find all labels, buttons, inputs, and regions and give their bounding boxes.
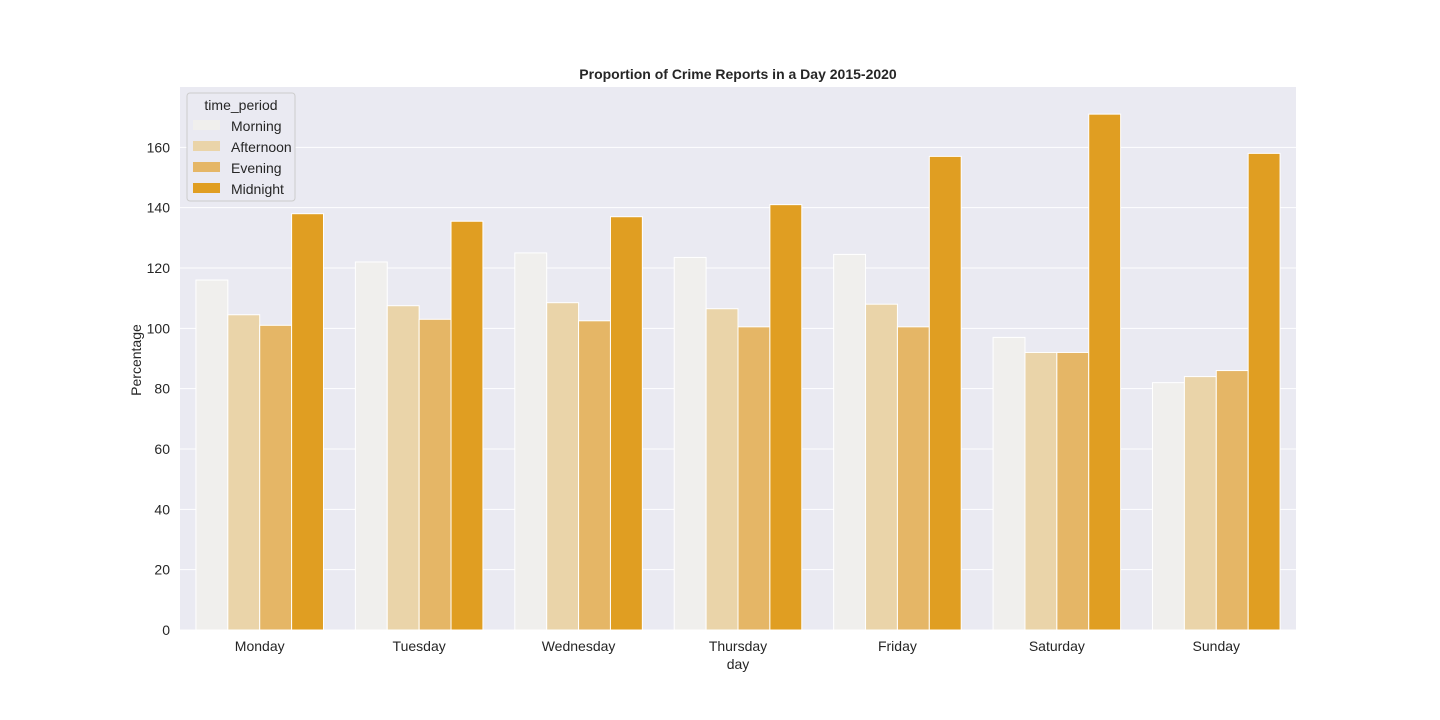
legend-label-afternoon: Afternoon xyxy=(231,139,292,155)
y-tick-label: 60 xyxy=(154,441,170,457)
bar-midnight-friday xyxy=(928,155,962,631)
x-tick-labels: Monday Tuesday Wednesday Thursday Friday Satu… xyxy=(235,638,1240,654)
y-tick-label: 80 xyxy=(154,381,170,397)
bar-morning-friday xyxy=(833,253,867,631)
bars xyxy=(195,113,1281,631)
bar-morning-sunday xyxy=(1152,382,1185,631)
y-tick-label: 40 xyxy=(154,501,170,517)
x-tick-label: Wednesday xyxy=(542,638,616,654)
bar-afternoon-wednesday xyxy=(546,302,580,631)
bar-midnight-tuesday xyxy=(450,220,484,631)
x-tick-label: Thursday xyxy=(709,638,767,654)
bar-midnight-thursday xyxy=(769,204,803,631)
legend-title: time_period xyxy=(204,97,277,113)
bar-evening-wednesday xyxy=(578,320,611,631)
y-axis-label: Percentage xyxy=(128,324,144,396)
bar-evening-tuesday xyxy=(418,318,452,631)
y-tick-label: 140 xyxy=(147,200,171,216)
x-tick-label: Monday xyxy=(235,638,285,654)
legend-swatch-afternoon xyxy=(193,141,220,151)
bar-evening-friday xyxy=(896,326,930,631)
bar-afternoon-friday xyxy=(865,303,898,631)
bar-morning-wednesday xyxy=(514,252,548,631)
bar-midnight-saturday xyxy=(1088,113,1122,631)
legend-swatch-evening xyxy=(193,162,220,172)
bar-afternoon-monday xyxy=(227,314,261,631)
bar-morning-saturday xyxy=(992,336,1026,631)
bar-afternoon-saturday xyxy=(1024,351,1058,631)
bar-evening-sunday xyxy=(1215,370,1249,631)
y-tick-label: 160 xyxy=(147,139,171,155)
bar-morning-thursday xyxy=(673,256,707,631)
chart-title: Proportion of Crime Reports in a Day 201… xyxy=(579,66,897,82)
bar-morning-monday xyxy=(195,279,229,631)
bar-evening-saturday xyxy=(1056,351,1090,631)
bar-midnight-sunday xyxy=(1247,152,1281,631)
y-tick-label: 120 xyxy=(147,260,171,276)
legend-label-midnight: Midnight xyxy=(231,181,284,197)
y-tick-label: 100 xyxy=(147,320,171,336)
bar-morning-tuesday xyxy=(354,261,388,631)
y-tick-labels: 0 20 40 60 80 100 120 140 160 xyxy=(147,139,171,638)
bar-afternoon-thursday xyxy=(705,308,739,631)
x-tick-label: Friday xyxy=(878,638,917,654)
x-tick-label: Tuesday xyxy=(393,638,446,654)
y-tick-label: 0 xyxy=(162,622,170,638)
legend-swatch-midnight xyxy=(193,183,220,193)
bar-afternoon-sunday xyxy=(1183,376,1217,631)
x-axis-label: day xyxy=(727,656,750,672)
bar-evening-monday xyxy=(259,324,293,631)
legend-label-morning: Morning xyxy=(231,118,282,134)
legend-swatch-morning xyxy=(193,120,220,130)
x-tick-label: Saturday xyxy=(1029,638,1085,654)
bar-afternoon-tuesday xyxy=(386,305,420,631)
bar-midnight-monday xyxy=(291,213,324,631)
legend: time_period Morning Afternoon Evening Midni… xyxy=(186,92,296,202)
x-tick-label: Sunday xyxy=(1193,638,1240,654)
y-tick-label: 20 xyxy=(154,562,170,578)
bar-evening-thursday xyxy=(737,326,771,631)
legend-label-evening: Evening xyxy=(231,160,282,176)
bar-midnight-wednesday xyxy=(609,216,643,631)
